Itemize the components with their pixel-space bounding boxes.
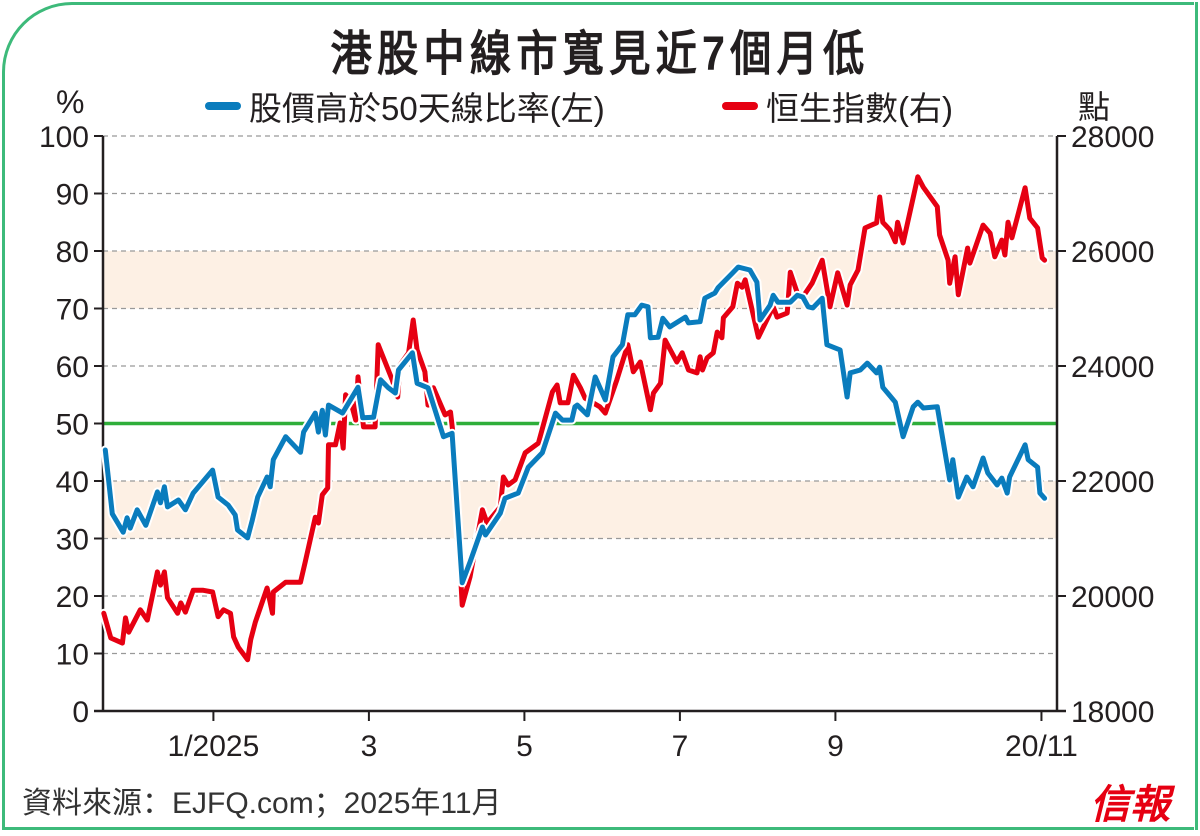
right-tick-label: 22000 xyxy=(1071,466,1154,499)
left-tick-label: 60 xyxy=(56,351,89,384)
left-tick-label: 100 xyxy=(39,121,89,154)
x-tick-label: 9 xyxy=(827,730,844,763)
x-tick-label: 5 xyxy=(516,730,533,763)
left-tick-label: 50 xyxy=(56,409,89,442)
left-axis-unit: % xyxy=(56,84,85,120)
legend-label-breadth: 股價高於50天線比率(左) xyxy=(249,90,605,127)
breadth-line xyxy=(102,264,1048,586)
right-tick-label: 26000 xyxy=(1071,236,1154,269)
legend-label-hsi: 恒生指數(右) xyxy=(766,90,953,127)
right-tick-label: 18000 xyxy=(1071,696,1154,729)
shaded-band-1 xyxy=(103,251,1057,309)
chart-title: 港股中線市寬見近7個月低 xyxy=(330,28,870,81)
right-tick-label: 28000 xyxy=(1071,121,1154,154)
legend-swatch-red xyxy=(722,102,758,110)
right-tick-label: 20000 xyxy=(1071,581,1154,614)
x-tick-label: 20/11 xyxy=(1005,730,1078,763)
left-tick-label: 30 xyxy=(56,524,89,557)
legend-item-breadth: 股價高於50天線比率(左) xyxy=(205,82,605,130)
left-tick-label: 90 xyxy=(56,179,89,212)
left-tick-label: 40 xyxy=(56,466,89,499)
hsi-line xyxy=(101,174,1048,663)
x-tick-label: 1/2025 xyxy=(168,730,260,763)
legend-item-hsi: 恒生指數(右) xyxy=(722,82,953,130)
left-tick-label: 20 xyxy=(56,581,89,614)
x-tick-label: 3 xyxy=(361,730,378,763)
left-tick-label: 10 xyxy=(56,639,89,672)
left-tick-label: 0 xyxy=(72,696,89,729)
legend-swatch-blue xyxy=(205,102,241,110)
source-note: 資料來源：EJFQ.com；2025年11月 xyxy=(22,787,502,820)
left-tick-label: 70 xyxy=(56,294,89,327)
publisher-logo: 信報 xyxy=(1090,781,1170,828)
chart-border-right xyxy=(1195,2,1198,830)
x-tick-label: 7 xyxy=(672,730,689,763)
left-tick-label: 80 xyxy=(56,236,89,269)
right-tick-label: 24000 xyxy=(1071,351,1154,384)
right-axis-unit: 點 xyxy=(1078,89,1111,125)
